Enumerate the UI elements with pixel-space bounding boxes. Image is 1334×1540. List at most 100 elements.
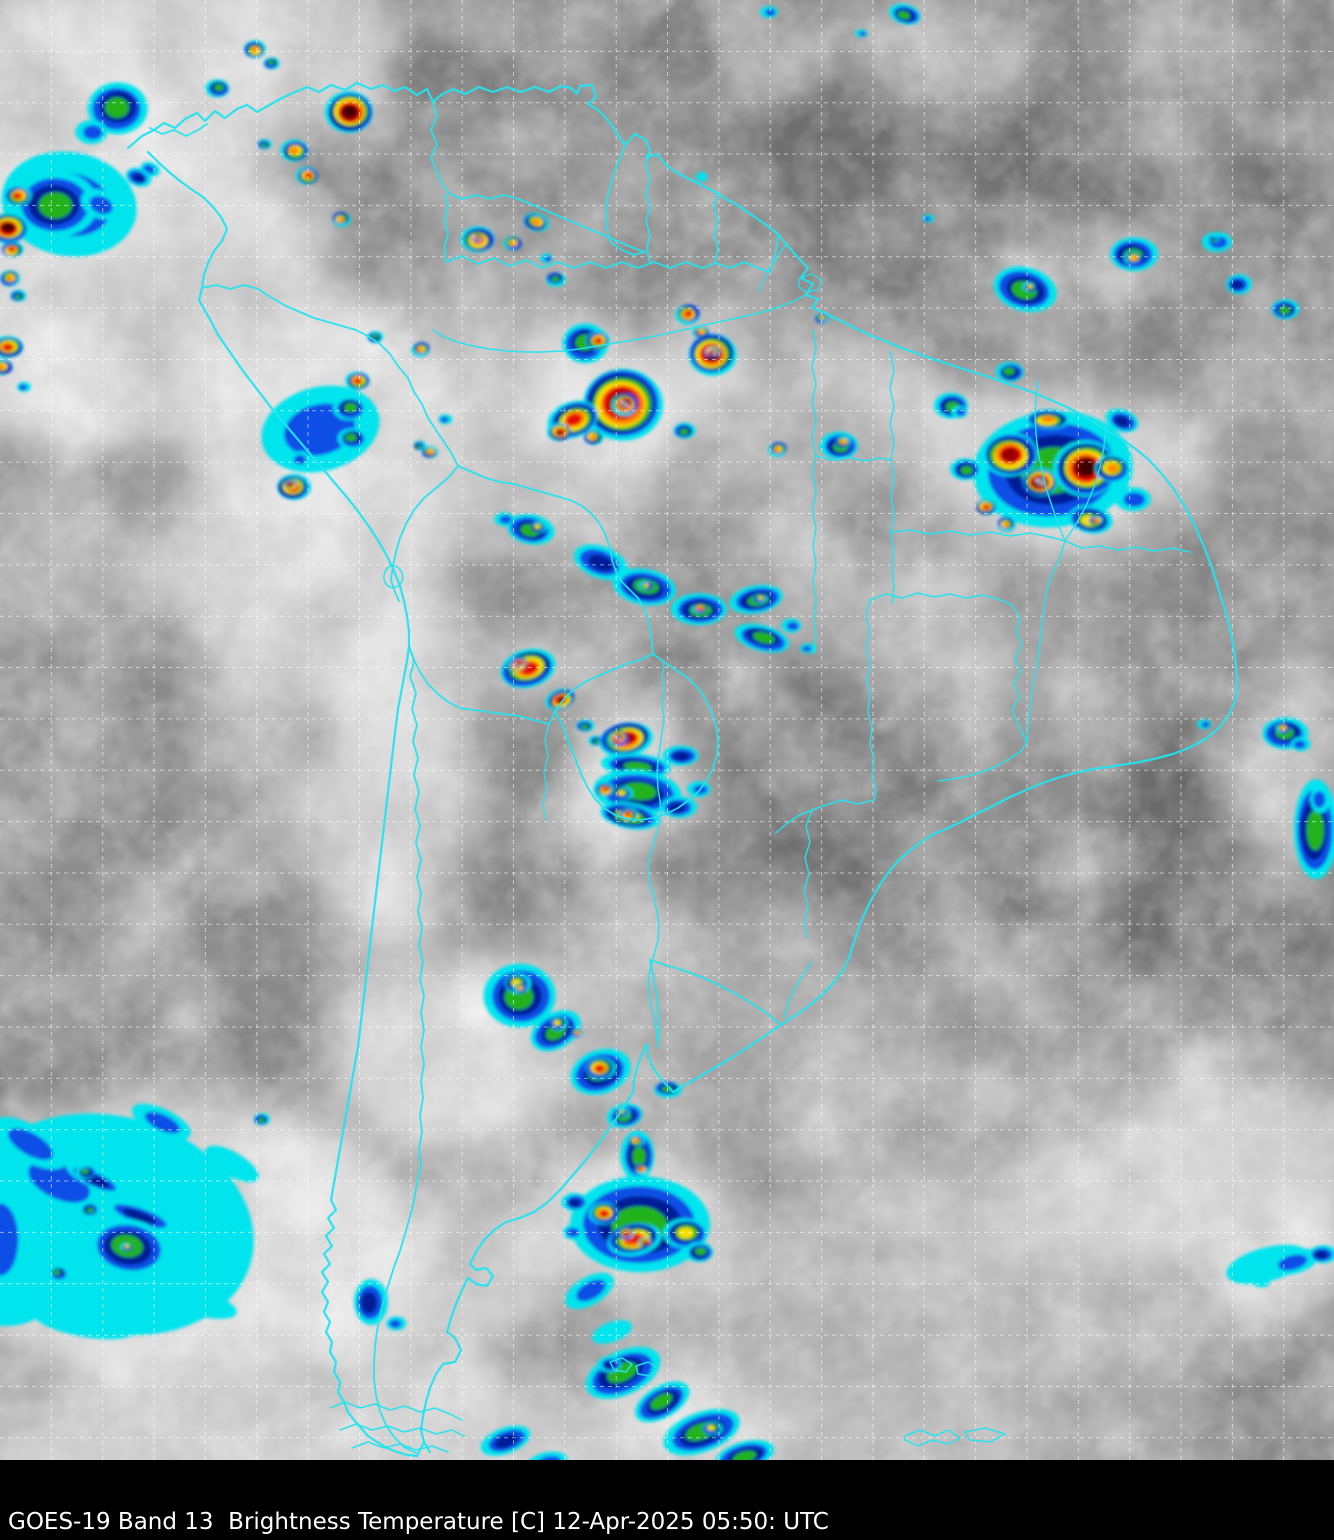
storm-cell (244, 40, 266, 59)
storm-cell (781, 618, 802, 633)
border-path (889, 351, 895, 605)
border-path (1064, 540, 1191, 553)
storm-cells-layer (0, 3, 1334, 1460)
storm-cell (1290, 737, 1311, 752)
caption-text: GOES-19 Band 13 Brightness Temperature [… (8, 1508, 829, 1535)
storm-cell (0, 270, 20, 287)
storm-cell (635, 1381, 690, 1423)
border-path (445, 233, 779, 273)
border-path (373, 645, 425, 1454)
storm-cell (922, 214, 935, 223)
storm-cell (48, 1266, 67, 1281)
border-path (869, 592, 1028, 744)
storm-cell (0, 213, 28, 244)
storm-cell (291, 451, 312, 468)
storm-cell (80, 188, 120, 220)
storm-cell (531, 521, 548, 533)
storm-cell (414, 440, 427, 451)
border-path (865, 599, 877, 801)
storm-cell (565, 1272, 614, 1309)
storm-cell (662, 1218, 707, 1249)
storm-cell (0, 359, 13, 375)
storm-cell (629, 1134, 646, 1147)
storm-cell (0, 336, 24, 358)
border-path (605, 144, 646, 256)
border-path (201, 284, 259, 290)
border-path (757, 243, 787, 293)
storm-cell (75, 120, 108, 144)
storm-cell (976, 499, 999, 515)
storm-cell (386, 1316, 407, 1331)
border-path (126, 81, 1239, 1027)
country-borders-layer (126, 81, 1239, 1458)
storm-cell (1089, 515, 1104, 526)
border-path (517, 198, 646, 253)
storm-cell (1022, 468, 1059, 496)
border-path (1064, 426, 1107, 542)
storm-cell (692, 326, 709, 338)
storm-cell (981, 432, 1038, 477)
storm-cell (1271, 299, 1300, 320)
storm-cell (257, 139, 272, 150)
storm-cell (527, 1451, 568, 1460)
border-path (964, 1427, 1006, 1443)
storm-cell (546, 272, 566, 287)
storm-cell (949, 458, 980, 481)
border-path (339, 1423, 465, 1437)
storm-cell (0, 1179, 29, 1300)
border-path (635, 1361, 659, 1377)
storm-cell (638, 580, 653, 591)
storm-cell (126, 167, 152, 187)
storm-cell (595, 782, 614, 797)
storm-cell (14, 171, 99, 238)
storm-cell (611, 393, 639, 416)
satellite-map (0, 0, 1334, 1460)
storm-cell (561, 1193, 588, 1211)
storm-cell (131, 1103, 191, 1140)
storm-cell (254, 1113, 270, 1126)
storm-cell (1253, 1279, 1270, 1288)
storm-cell (686, 781, 711, 798)
border-path (797, 273, 823, 293)
border-path (775, 799, 875, 834)
storm-cell (1197, 719, 1212, 730)
storm-cell (800, 643, 816, 654)
storm-cell (1026, 409, 1071, 430)
storm-cell (332, 212, 351, 227)
storm-cell (337, 428, 366, 449)
storm-cell (103, 1199, 176, 1232)
border-path (645, 150, 651, 264)
storm-cell (695, 172, 708, 182)
storm-cell (1, 241, 24, 258)
storm-cell (205, 79, 230, 98)
storm-cell (586, 330, 610, 351)
border-path (408, 645, 654, 725)
storm-cell (1208, 235, 1219, 244)
border-path (1034, 380, 1066, 542)
storm-cell (597, 1356, 622, 1373)
storm-cell (17, 382, 31, 392)
storm-cell (715, 1440, 775, 1460)
storm-cell (295, 166, 319, 185)
storm-cell (591, 1320, 633, 1344)
storm-cell (619, 807, 638, 822)
border-path (937, 540, 1066, 782)
storm-cell (471, 233, 483, 243)
storm-cell (411, 342, 430, 357)
storm-cell (607, 730, 629, 747)
storm-cell (33, 1304, 136, 1340)
border-path (430, 101, 519, 200)
storm-cell (367, 331, 384, 343)
storm-cell (563, 1224, 586, 1240)
storm-cell (155, 1285, 237, 1319)
storm-cell (768, 442, 787, 457)
storm-cell (324, 91, 373, 133)
border-path (904, 1429, 961, 1447)
storm-cell (284, 479, 298, 490)
satellite-image (0, 0, 1334, 1460)
border-path (647, 661, 665, 1043)
border-path (713, 192, 719, 264)
storm-cell (617, 1227, 634, 1240)
storm-cell (422, 446, 438, 458)
border-path (815, 455, 892, 462)
